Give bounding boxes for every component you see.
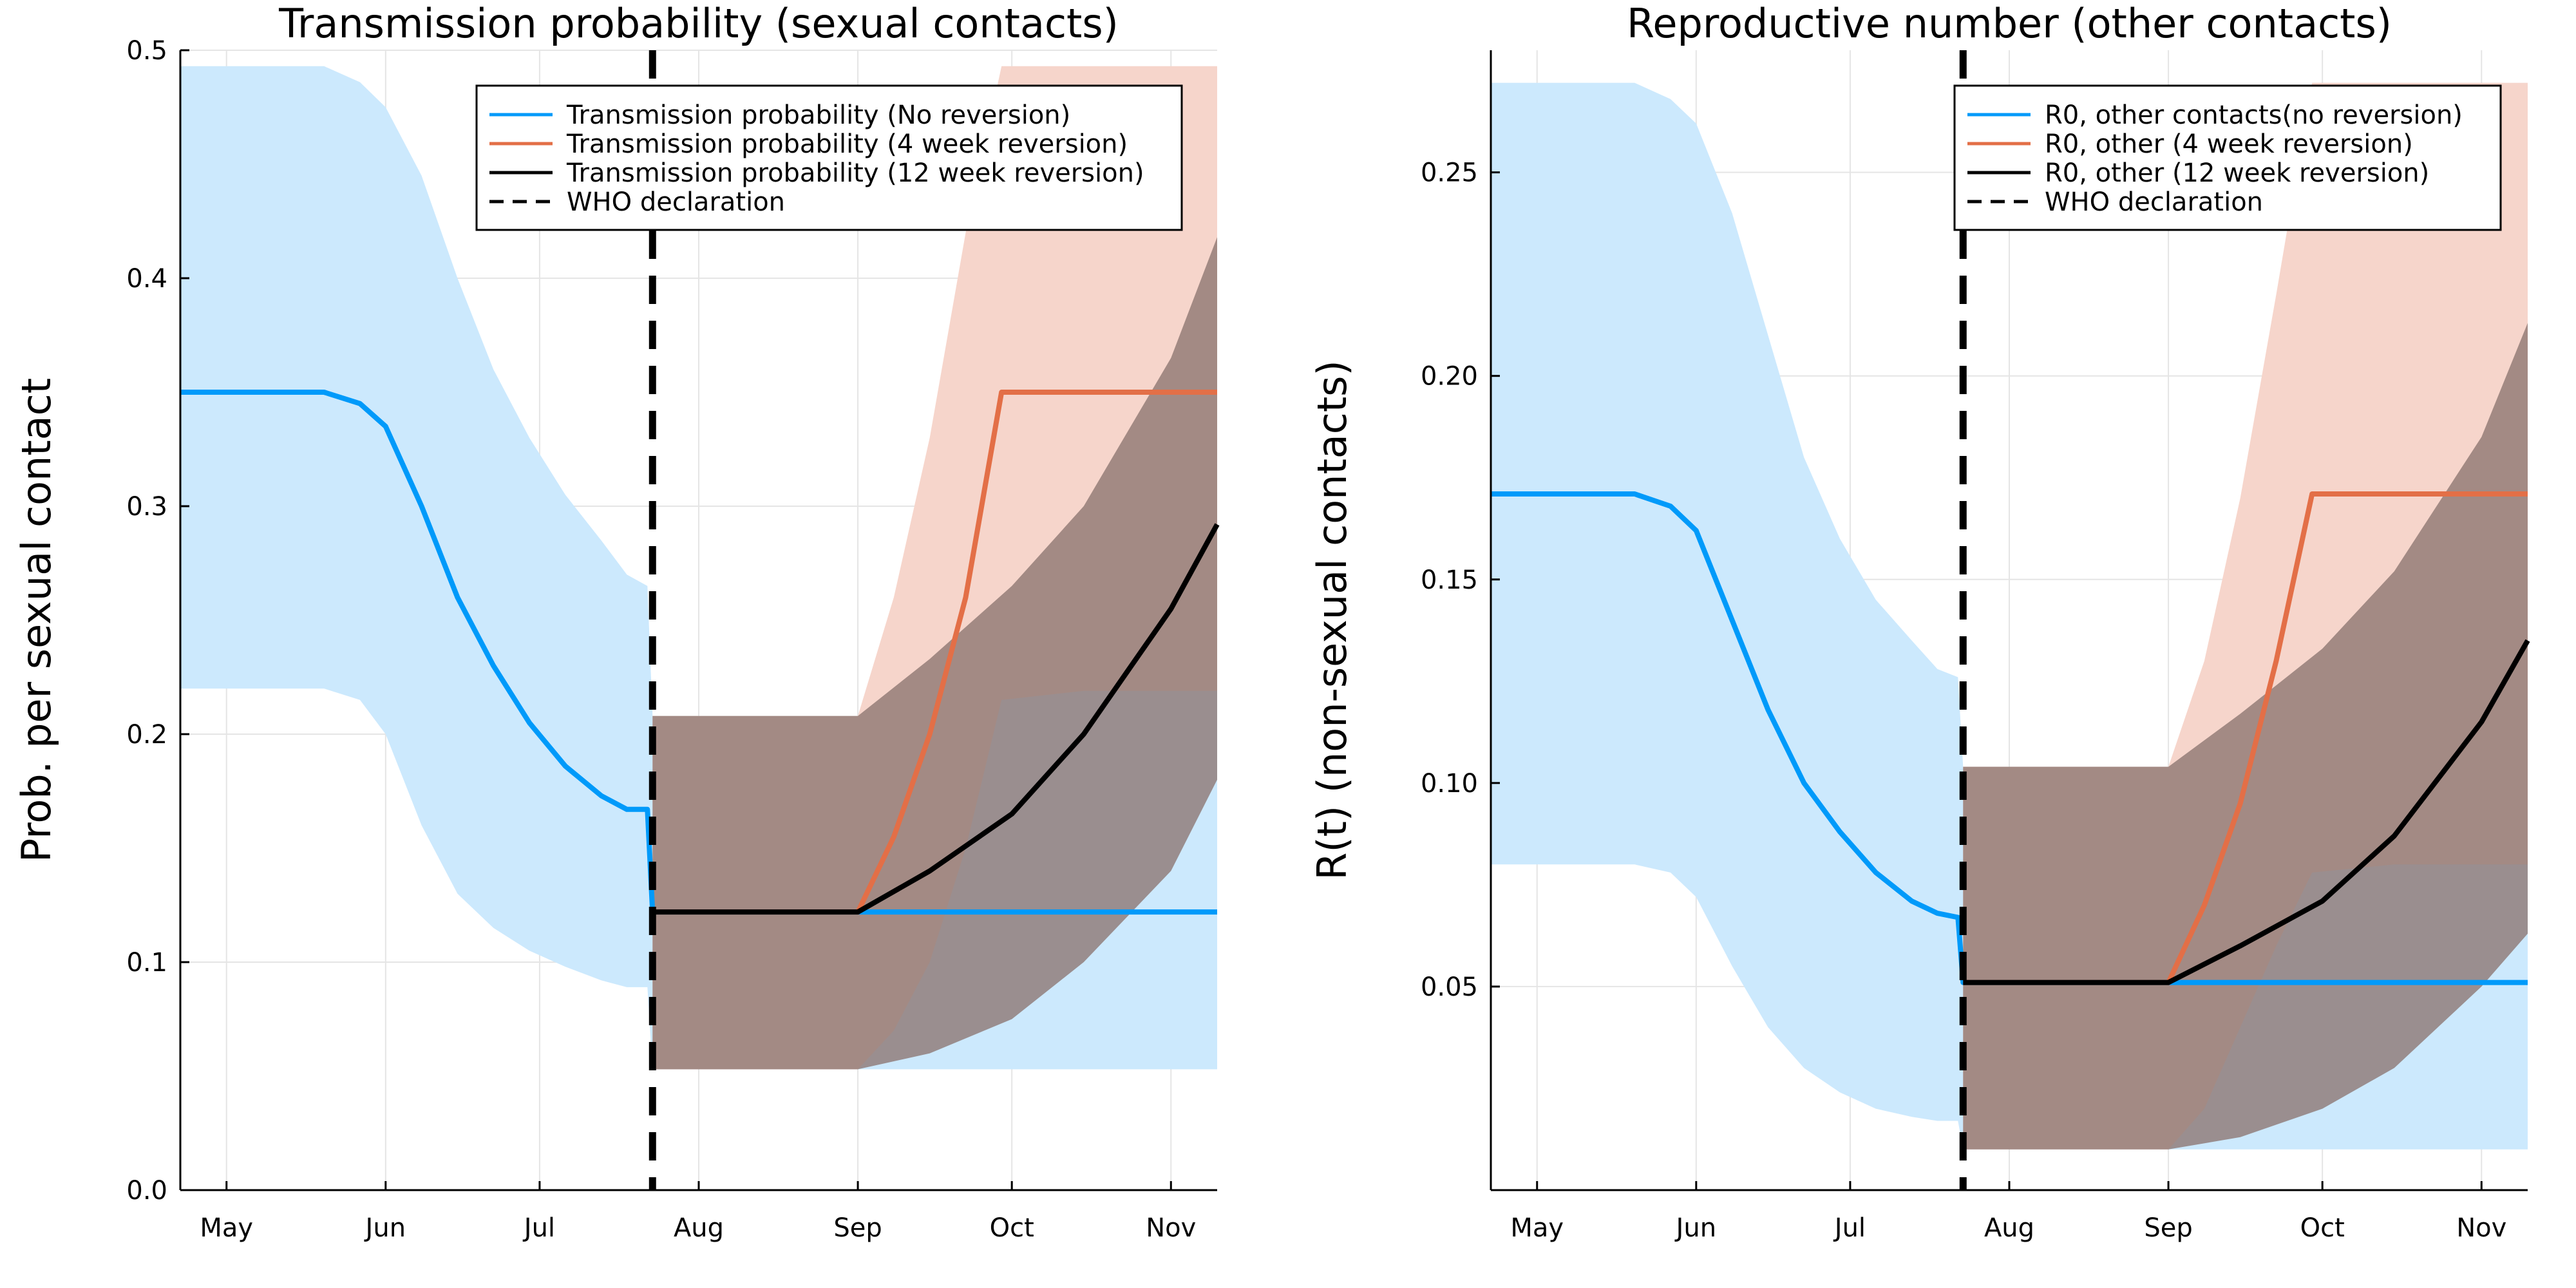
chart-panel-reproductive-number: May Jun Jul Aug Sep Oct Nov 0.05 0.10 0.15 0.20 0.2… bbox=[1309, 0, 2530, 1243]
twelve-week-band bbox=[1963, 323, 2528, 1150]
x-tick-label: Jun bbox=[364, 1213, 406, 1243]
x-tick-label: Jul bbox=[1833, 1213, 1866, 1243]
twelve-week-reversion-line bbox=[1963, 639, 2530, 985]
y-tick-label: 0.5 bbox=[126, 36, 167, 66]
x-tick-label: Jun bbox=[1674, 1213, 1717, 1243]
x-tick-label: Nov bbox=[1146, 1213, 1196, 1243]
x-tick-label: May bbox=[1510, 1213, 1564, 1243]
x-tick-label: Oct bbox=[2300, 1213, 2345, 1243]
x-tick-label: Aug bbox=[674, 1213, 724, 1243]
chart-title: Reproductive number (other contacts) bbox=[1627, 0, 2392, 47]
legend: Transmission probability (No reversion)T… bbox=[475, 84, 1183, 231]
twelve-week-band bbox=[652, 237, 1217, 1070]
y-tick-label: 0.3 bbox=[126, 492, 167, 522]
x-tick-label: Nov bbox=[2456, 1213, 2506, 1243]
legend-entry-label: R0, other contacts(no reversion) bbox=[2045, 100, 2463, 130]
legend-entry-label: R0, other (4 week reversion) bbox=[2045, 129, 2413, 159]
legend-box bbox=[1953, 84, 2502, 231]
y-axis-label: Prob. per sexual contact bbox=[13, 378, 60, 862]
four-week-reversion-line bbox=[652, 390, 1217, 915]
four-week-reversion-line bbox=[1963, 491, 2528, 985]
y-tick-label: 0.15 bbox=[1421, 565, 1478, 595]
x-tick-label: Sep bbox=[833, 1213, 882, 1243]
y-tick-label: 0.0 bbox=[126, 1176, 167, 1206]
y-tick-label: 0.2 bbox=[126, 720, 167, 750]
y-axis-label: R(t) (non-sexual contacts) bbox=[1309, 360, 1356, 880]
chart-title: Transmission probability (sexual contact… bbox=[278, 0, 1119, 47]
y-tick-label: 0.05 bbox=[1421, 972, 1478, 1002]
legend: R0, other contacts(no reversion)R0, othe… bbox=[1953, 84, 2502, 231]
legend-entry-label: Transmission probability (12 week revers… bbox=[566, 158, 1144, 188]
x-tick-label: Jul bbox=[522, 1213, 555, 1243]
y-tick-label: 0.20 bbox=[1421, 362, 1478, 392]
x-tick-label: Oct bbox=[990, 1213, 1034, 1243]
x-tick-label: Sep bbox=[2144, 1213, 2192, 1243]
chart-panel-transmission-probability: May Jun Jul Aug Sep Oct Nov 0.0 0.1 0.2 0.3 0.4 0.5 T… bbox=[13, 0, 1220, 1243]
y-tick-label: 0.10 bbox=[1421, 769, 1478, 799]
legend-entry-label: R0, other (12 week reversion) bbox=[2045, 158, 2429, 188]
legend-entry-label: Transmission probability (4 week reversi… bbox=[566, 129, 1128, 159]
x-tick-label: May bbox=[200, 1213, 253, 1243]
y-tick-label: 0.4 bbox=[126, 264, 167, 294]
y-tick-label: 0.25 bbox=[1421, 158, 1478, 188]
legend-entry-label: Transmission probability (No reversion) bbox=[566, 100, 1070, 130]
legend-box bbox=[475, 84, 1183, 231]
twelve-week-reversion-line bbox=[652, 523, 1220, 915]
legend-entry-label: WHO declaration bbox=[567, 187, 785, 217]
x-tick-label: Aug bbox=[1984, 1213, 2034, 1243]
y-tick-label: 0.1 bbox=[126, 948, 167, 978]
legend-entry-label: WHO declaration bbox=[2045, 187, 2263, 217]
